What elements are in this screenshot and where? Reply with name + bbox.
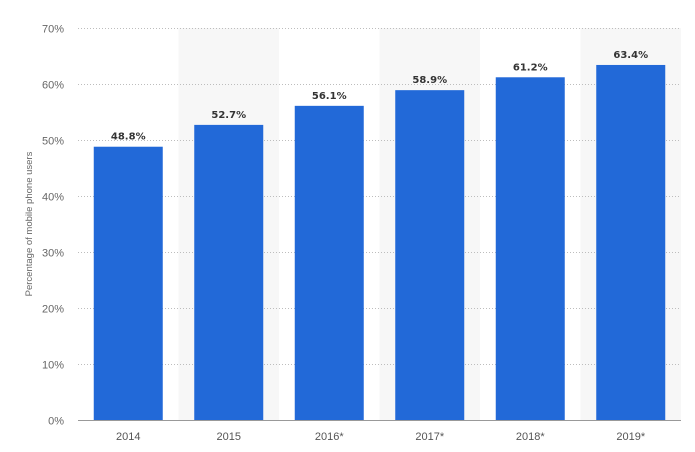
data-labels: 48.8% 52.7% 56.1% 58.9% 61.2% 63.4% [111,50,648,143]
bars [93,64,666,421]
bar [93,146,163,420]
y-tick-label: 30% [42,248,64,260]
y-tick-label: 50% [42,136,64,148]
y-tick-label: 10% [42,360,64,372]
bar [294,105,364,420]
x-tick-label: 2016* [315,431,344,443]
y-tick-label: 70% [42,24,64,36]
x-tick-label: 2015 [217,431,241,443]
y-axis-tick-labels: 0% 10% 20% 30% 40% 50% 60% 70% [42,24,64,428]
data-label: 48.8% [111,132,146,143]
x-axis-tick-labels: 2014 2015 2016* 2017* 2018* 2019* [116,431,646,443]
y-tick-label: 40% [42,192,64,204]
data-label: 52.7% [211,110,246,121]
x-tick-label: 2017* [415,431,444,443]
x-tick-label: 2019* [616,431,645,443]
bar [596,64,666,421]
y-tick-label: 20% [42,304,64,316]
x-tick-label: 2018* [516,431,545,443]
data-label: 58.9% [412,75,447,86]
data-label: 63.4% [613,50,648,61]
x-tick-label: 2014 [116,431,140,443]
data-label: 61.2% [513,62,548,73]
y-tick-label: 60% [42,80,64,92]
data-label: 56.1% [312,91,347,102]
bar [395,90,465,420]
y-tick-label: 0% [48,416,64,428]
y-axis-title: Percentage of mobile phone users [24,151,35,296]
bar [495,77,565,420]
bar [194,124,264,420]
